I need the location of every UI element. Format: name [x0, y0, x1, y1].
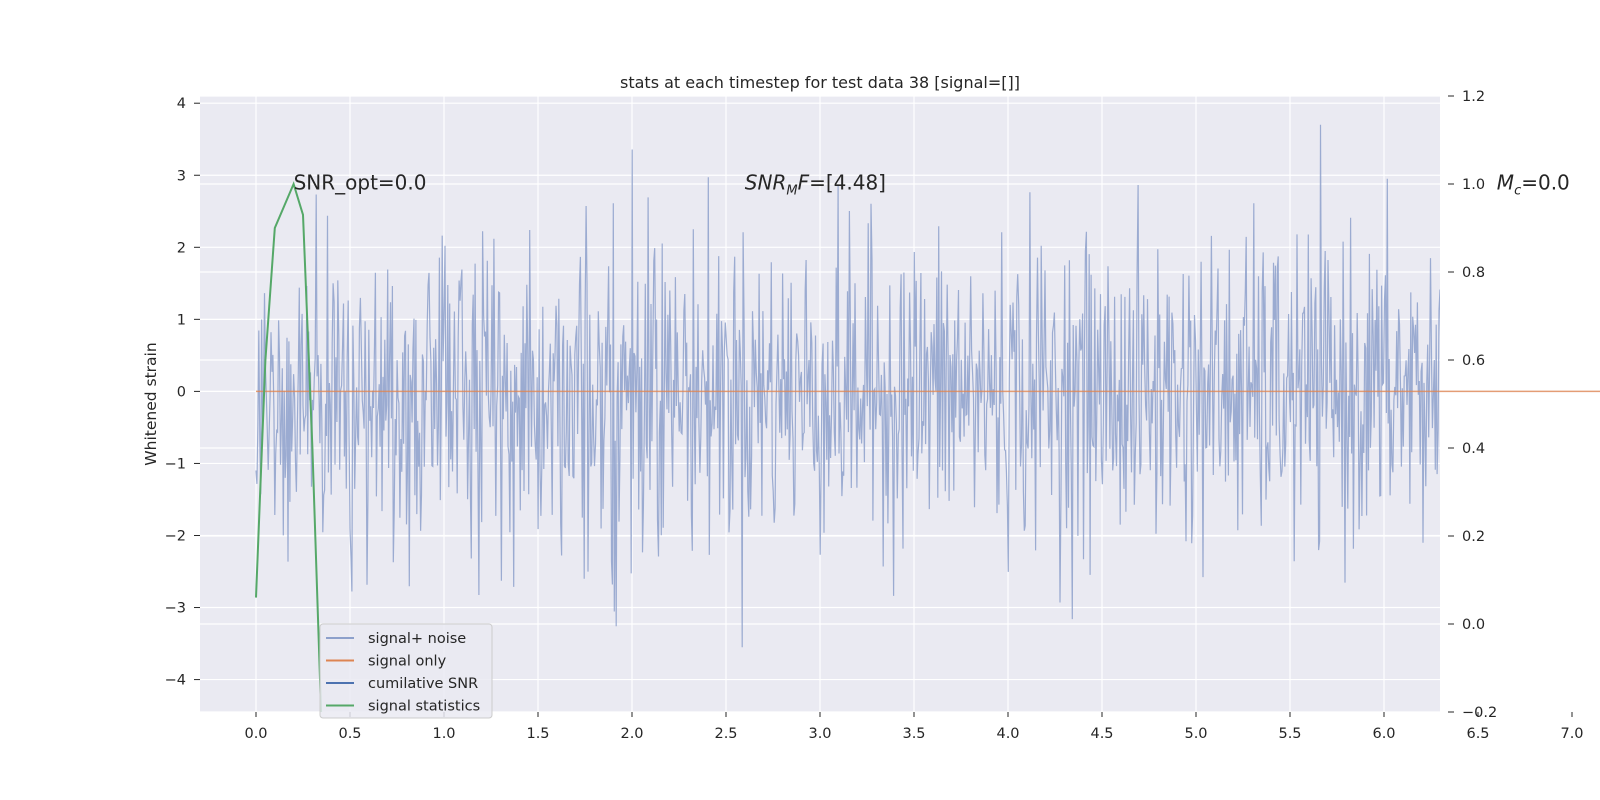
y2-tick-labels: −0.2 0.0 0.2 0.4 0.6 0.8 1.0 1.2 [1448, 89, 1497, 721]
y-tick-label: 1 [177, 312, 186, 328]
series-signal-statistics [255, 181, 323, 712]
y2-tick-label: 0.4 [1462, 441, 1485, 457]
x-tick-label: 1.5 [526, 726, 549, 742]
x-tick-label: 0.5 [338, 726, 361, 742]
y-tick-label: 2 [177, 240, 186, 256]
x-tick-label: 7.0 [1560, 726, 1583, 742]
annotation: SNR_opt=0.0 [294, 170, 427, 194]
annotation: SNRMF=[4.48] [745, 170, 886, 198]
x-tick-label: 3.5 [902, 726, 925, 742]
x-tick-label: 4.0 [996, 726, 1019, 742]
x-tick-labels: 0.0 0.5 1.0 1.5 2.0 2.5 3.0 3.5 4.0 4.5 5.0 5.5 6.0 6… [244, 712, 1584, 742]
y2-tick-label: 1.2 [1462, 89, 1485, 105]
x-tick-label: 5.0 [1184, 726, 1207, 742]
y-tick-label: −2 [165, 528, 186, 544]
y2-tick-label: 0.6 [1462, 353, 1485, 369]
x-tick-label: 3.0 [808, 726, 831, 742]
y-tick-label: 0 [177, 384, 186, 400]
series-signal-noise [255, 124, 1440, 648]
x-tick-label: 6.0 [1372, 726, 1395, 742]
series-layer [255, 124, 1600, 712]
y-tick-label: 4 [177, 96, 186, 112]
y-tick-label: −3 [165, 601, 186, 617]
y-axis-label: Whitened strain [142, 342, 160, 465]
y-tick-label: 3 [177, 168, 186, 184]
annotation: Mc=0.0 [1497, 170, 1570, 198]
x-tick-label: 4.5 [1090, 726, 1113, 742]
y2-tick-label: 0.0 [1462, 617, 1485, 633]
y-tick-label: −1 [165, 456, 186, 472]
legend-frame [319, 623, 493, 719]
legend-label: cumilative SNR [368, 676, 478, 692]
legend-label: signal+ noise [368, 631, 466, 647]
x-tick-label: 2.0 [620, 726, 643, 742]
y-tick-label: −4 [165, 673, 186, 689]
x-tick-label: 0.0 [244, 726, 267, 742]
y2-tick-label: −0.2 [1462, 705, 1497, 721]
x-tick-label: 6.5 [1466, 726, 1489, 742]
x-tick-label: 5.5 [1278, 726, 1301, 742]
y2-tick-label: 1.0 [1462, 177, 1485, 193]
y2-tick-label: 0.8 [1462, 265, 1485, 281]
x-tick-label: 1.0 [432, 726, 455, 742]
chart-title: stats at each timestep for test data 38 … [620, 73, 1020, 92]
x-tick-label: 2.5 [714, 726, 737, 742]
y-tick-labels: −4 −3 −2 −1 0 1 2 3 4 [165, 96, 200, 689]
y2-tick-label: 0.2 [1462, 529, 1485, 545]
legend-label: signal only [368, 654, 447, 670]
legend: signal+ noise signal only cumilative SNR si… [319, 623, 493, 719]
legend-label: signal statistics [368, 699, 480, 715]
